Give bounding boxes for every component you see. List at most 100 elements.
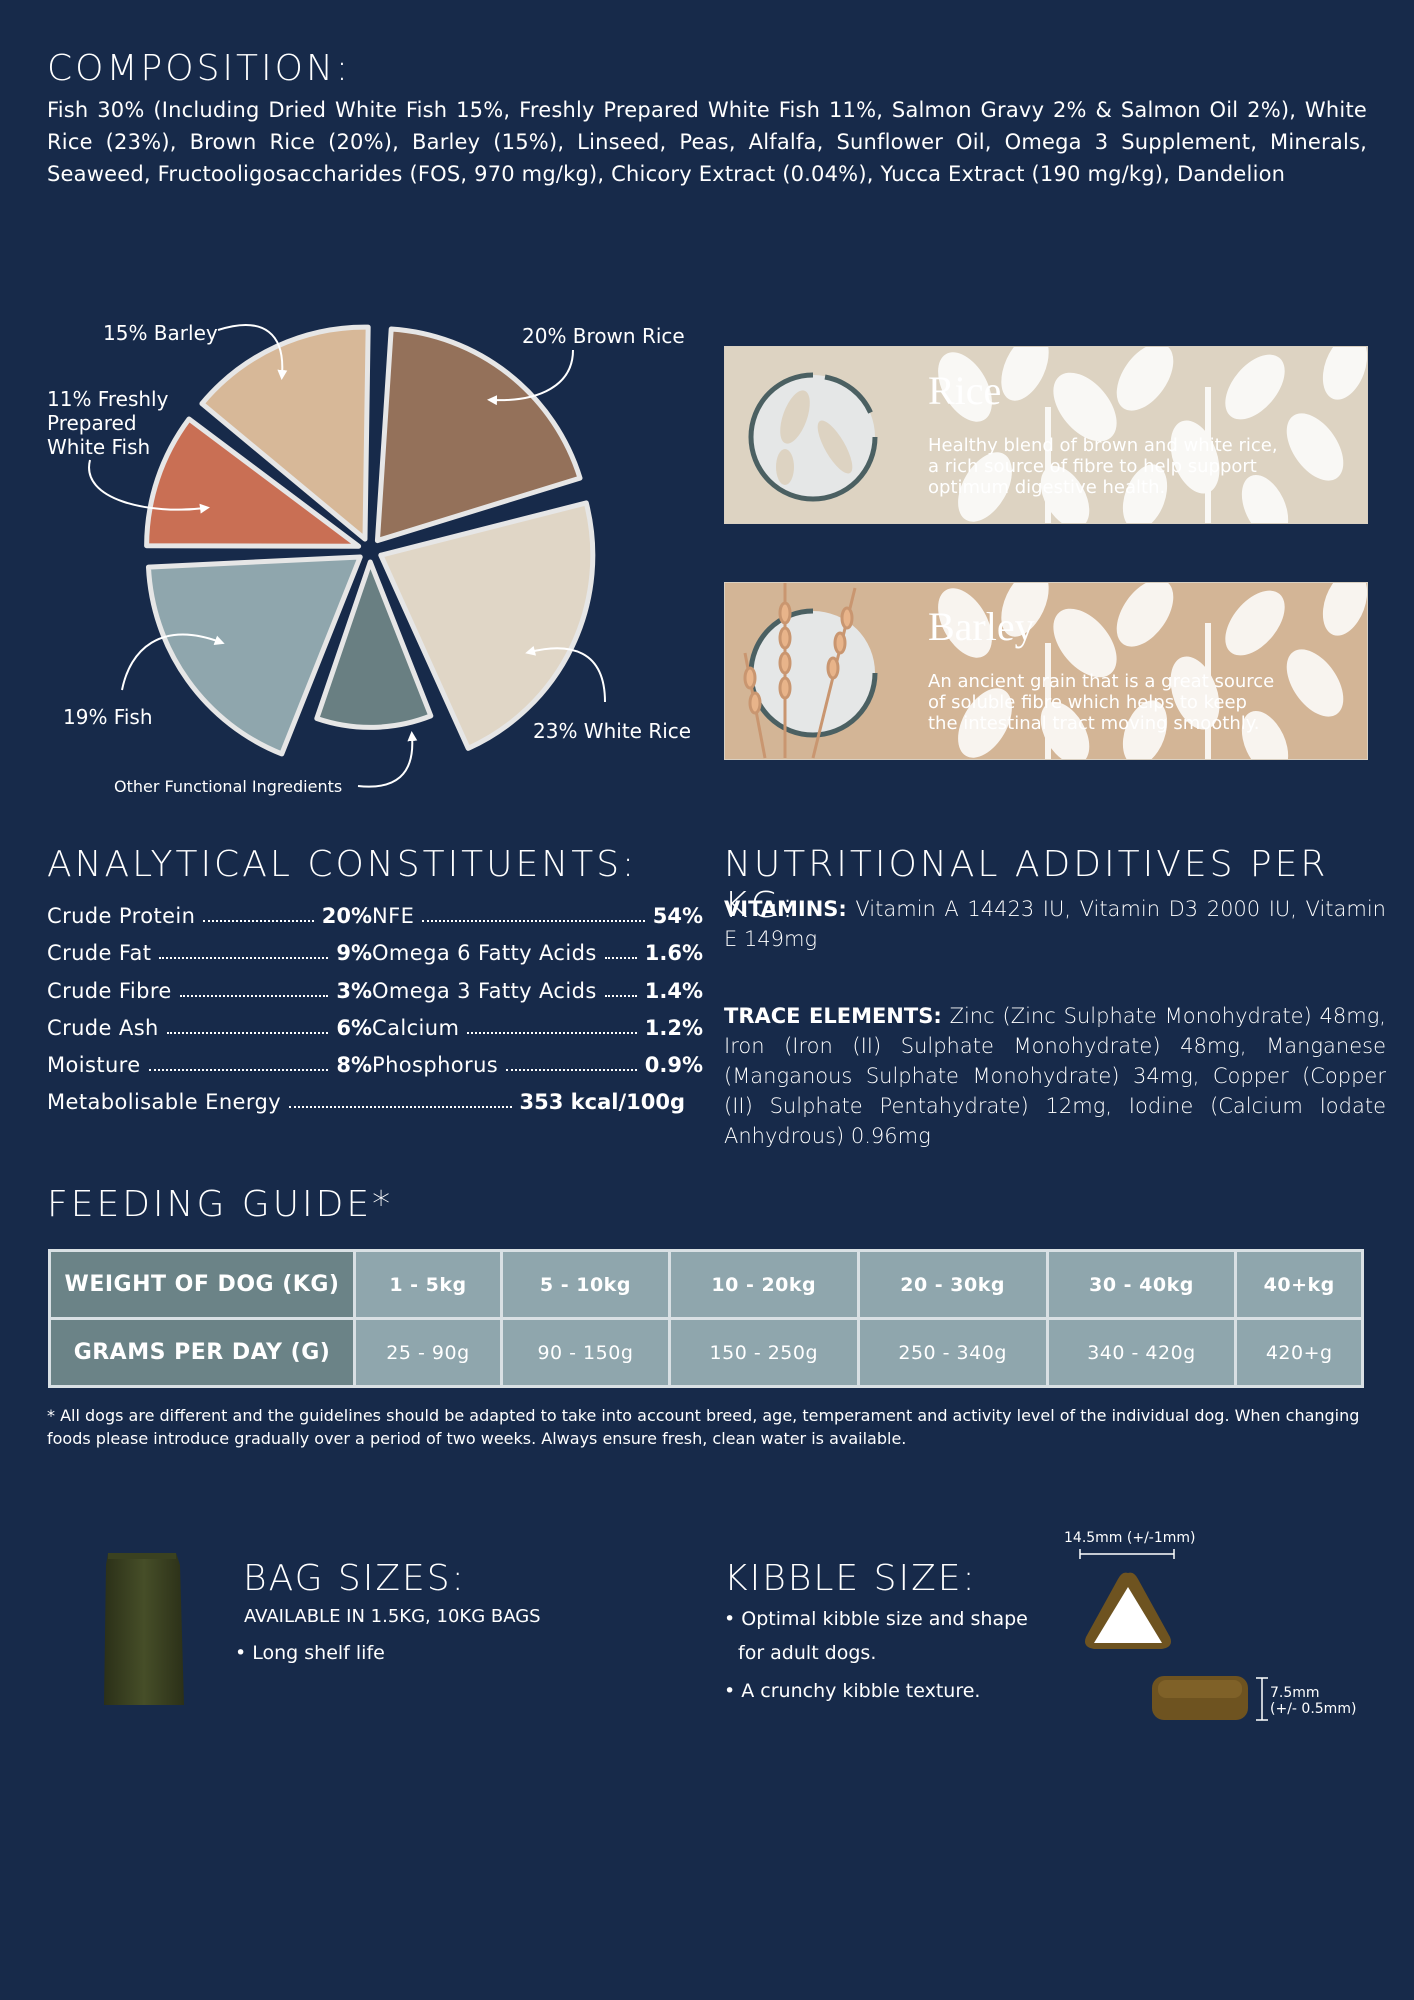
ac-value: 353 kcal/100g [519,1090,685,1114]
barley-panel-line1: An ancient grain that is a great source [928,671,1275,692]
composition-title: COMPOSITION: [47,48,352,89]
kibble-bullet-1-cont: for adult dogs. [738,1642,877,1664]
leaf-pattern [743,583,1367,759]
ac-label: Omega 6 Fatty Acids [372,941,597,965]
weight-cell: 1 - 5kg [353,1249,503,1320]
analytical-constituents-title: ANALYTICAL CONSTITUENTS: [47,844,638,885]
arrow-barley [217,324,288,380]
grams-cell: 90 - 150g [499,1317,671,1388]
ac-label: Omega 3 Fatty Acids [372,979,597,1003]
bag-sizes-title: BAG SIZES: [243,1558,466,1599]
dot-leader [159,957,329,959]
dot-leader [179,995,329,997]
composition-pie-chart [88,324,606,788]
dot-leader [506,1069,637,1071]
barley-panel-text: An ancient grain that is a great source … [928,671,1274,734]
weight-cell: 40+kg [1234,1249,1364,1320]
grams-header: GRAMS PER DAY (G) [48,1317,356,1388]
kibble-bullet-2: • A crunchy kibble texture. [724,1680,981,1702]
pie-label-brown-rice: 20% Brown Rice [522,324,685,348]
ac-value: 54% [652,904,703,928]
pie-label-white-fish-line3: White Fish [47,435,151,459]
trace-elements-block: TRACE ELEMENTS: Zinc (Zinc Sulphate Mono… [724,1001,1386,1151]
ac-label: Crude Fibre [47,979,172,1003]
ac-row-omega6: Omega 6 Fatty Acids 1.6% [372,935,703,965]
ac-row-ash: Crude Ash 6% [47,1010,372,1040]
ac-value: 1.6% [644,941,703,965]
weight-cell: 20 - 30kg [856,1249,1049,1320]
grams-cell: 150 - 250g [667,1317,860,1388]
weight-cell: 5 - 10kg [499,1249,671,1320]
arrow-white-rice [525,645,606,703]
ac-label: Phosphorus [372,1053,499,1077]
barley-panel-line2: of soluble fibre which helps to keep [928,692,1247,713]
rice-panel-title: Rice [928,368,1002,413]
ac-label: Crude Fat [47,941,152,965]
feeding-table: WEIGHT OF DOG (KG) 1 - 5kg 5 - 10kg 10 -… [48,1249,1364,1388]
composition-text: Fish 30% (Including Dried White Fish 15%… [47,98,1367,186]
ac-value: 9% [336,941,372,965]
ac-value: 8% [336,1053,372,1077]
bag-image [104,1553,184,1705]
kibble-width-dimension-line [1079,1549,1175,1559]
dot-leader [604,957,637,959]
pie-slice-brown-rice [374,326,583,544]
dot-leader [422,920,645,922]
ac-row-calcium: Calcium 1.2% [372,1010,703,1040]
ac-row-phosphorus: Phosphorus 0.9% [372,1047,703,1077]
pie-slice-fish [145,554,363,757]
pie-label-fish: 19% Fish [63,705,153,729]
dot-leader [467,1032,637,1034]
rice-panel-line3: optimum digestive health. [928,477,1166,498]
barley-panel-line3: the intestinal tract moving smoothly. [928,713,1260,734]
arrow-brown-rice [487,349,574,406]
kibble-triangle-image [1085,1572,1171,1649]
trace-elements-text: Zinc (Zinc Sulphate Monohydrate) 48mg, I… [724,1004,1386,1148]
kibble-bullets: • Optimal kibble size and shape for adul… [724,1602,1028,1708]
dot-leader [166,1032,329,1034]
rice-panel-text: Healthy blend of brown and white rice, a… [928,435,1278,498]
vitamins-block: VITAMINS: Vitamin A 14423 IU, Vitamin D3… [724,894,1386,954]
ac-row-moisture: Moisture 8% [47,1047,372,1077]
ac-label: Crude Ash [47,1016,159,1040]
pie-slice-white-fish [144,416,362,549]
pie-label-other: Other Functional Ingredients [114,777,343,796]
weight-cell: 30 - 40kg [1045,1249,1238,1320]
ac-label: Moisture [47,1053,141,1077]
ac-row-protein: Crude Protein 20% [47,898,372,928]
kibble-width-dimension: 14.5mm (+/-1mm) [1064,1530,1196,1546]
ac-value: 6% [336,1016,372,1040]
arrow-other [357,731,418,788]
rice-panel-line2: a rich source of fibre to help support [928,456,1257,477]
grams-cell: 420+g [1234,1317,1364,1388]
pie-slice-other [314,559,434,730]
bag-bullet: • Long shelf life [235,1642,385,1664]
arrow-fish [121,633,225,691]
ac-label: NFE [372,904,415,928]
grams-cell: 25 - 90g [353,1317,503,1388]
dot-leader [289,1106,512,1108]
weight-row: WEIGHT OF DOG (KG) 1 - 5kg 5 - 10kg 10 -… [48,1249,1364,1320]
pie-label-white-rice: 23% White Rice [533,719,692,743]
kibble-height-line1: 7.5mm [1270,1685,1320,1701]
ac-row-nfe: NFE 54% [372,898,703,928]
pie-label-white-fish-line2: Prepared [47,411,137,435]
feeding-note: * All dogs are different and the guideli… [47,1406,1360,1448]
ac-label: Calcium [372,1016,460,1040]
weight-cell: 10 - 20kg [667,1249,860,1320]
grams-cell: 250 - 340g [856,1317,1049,1388]
ac-label: Metabolisable Energy [47,1090,282,1114]
pie-slice-white-rice [378,500,596,751]
grams-row: GRAMS PER DAY (G) 25 - 90g 90 - 150g 150… [48,1317,1364,1388]
trace-elements-label: TRACE ELEMENTS: [724,1004,942,1028]
leaf-pattern [748,347,1367,523]
ac-value: 0.9% [644,1053,703,1077]
ac-row-fat: Crude Fat 9% [47,935,372,965]
ac-value: 20% [321,904,372,928]
ac-value: 3% [336,979,372,1003]
vitamins-text: Vitamin A 14423 IU, Vitamin D3 2000 IU, … [724,897,1386,951]
ac-value: 1.2% [644,1016,703,1040]
ac-row-omega3: Omega 3 Fatty Acids 1.4% [372,973,703,1003]
dot-leader [148,1069,329,1071]
barley-panel-title: Barley [928,604,1035,649]
